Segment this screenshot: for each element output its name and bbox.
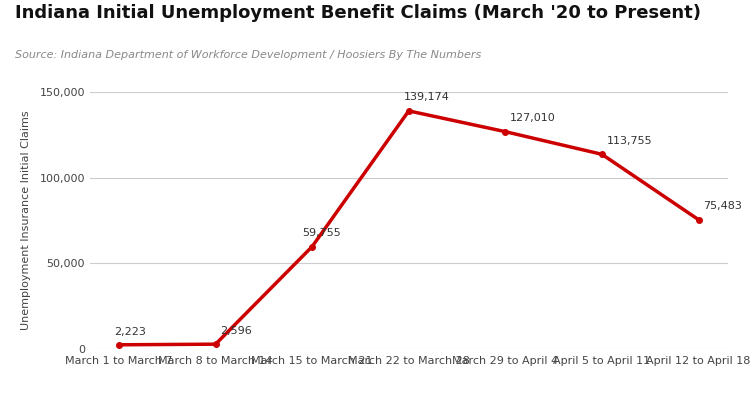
Text: Indiana Initial Unemployment Benefit Claims (March '20 to Present): Indiana Initial Unemployment Benefit Cla… <box>15 4 701 22</box>
Text: 127,010: 127,010 <box>510 113 556 123</box>
Text: 113,755: 113,755 <box>607 136 652 146</box>
Text: 2,596: 2,596 <box>220 326 252 336</box>
Text: 139,174: 139,174 <box>404 92 450 102</box>
Text: 59,755: 59,755 <box>302 228 341 238</box>
Y-axis label: Unemployment Insurance Initial Claims: Unemployment Insurance Initial Claims <box>21 111 32 330</box>
Text: Source: Indiana Department of Workforce Development / Hoosiers By The Numbers: Source: Indiana Department of Workforce … <box>15 50 482 60</box>
Text: 75,483: 75,483 <box>704 201 742 211</box>
Text: 2,223: 2,223 <box>114 327 146 337</box>
